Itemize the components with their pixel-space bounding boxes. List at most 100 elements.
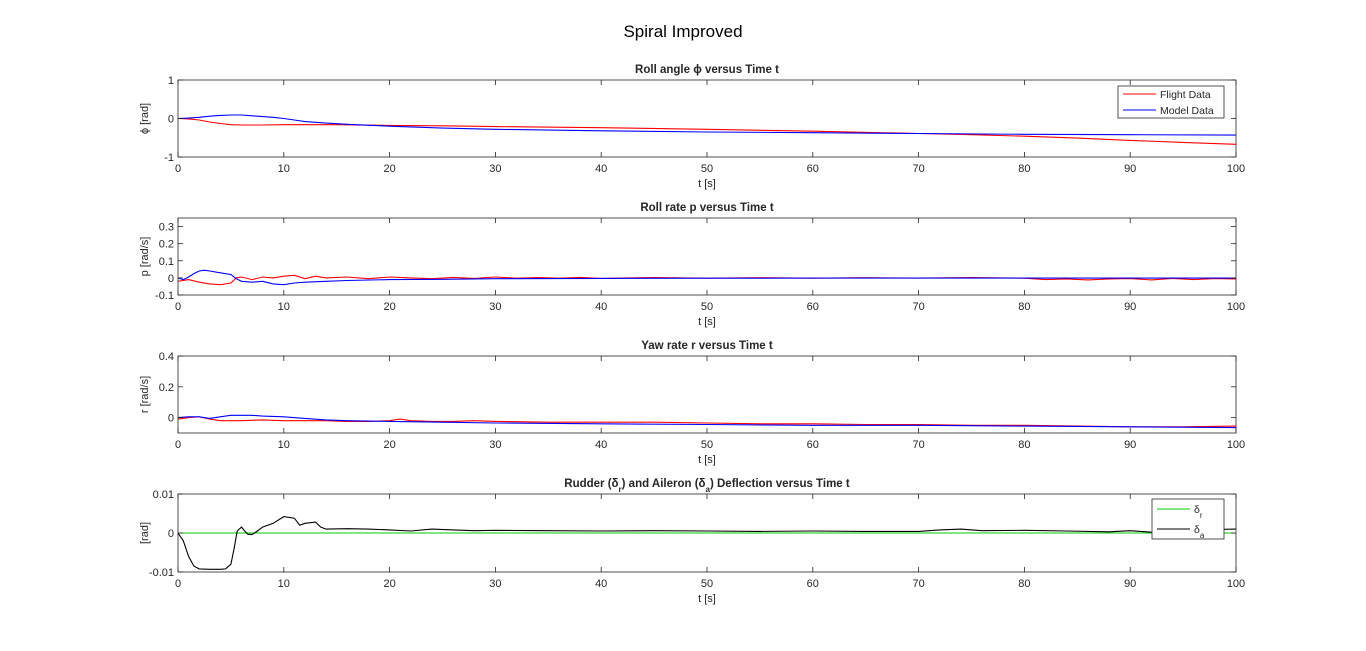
x-axis-label: t [s] (698, 454, 716, 466)
x-tick-label: 20 (383, 301, 395, 313)
subplot-title: Yaw rate r versus Time t (641, 340, 773, 352)
y-axis-label: [rad] (139, 522, 151, 544)
x-tick-label: 70 (912, 301, 924, 313)
x-tick-label: 70 (912, 163, 924, 175)
y-tick-label: 0.2 (159, 239, 174, 251)
x-tick-label: 50 (701, 163, 713, 175)
x-tick-label: 40 (595, 578, 607, 590)
x-tick-label: 90 (1124, 578, 1136, 590)
title-subscript: a (706, 485, 711, 494)
subplot-title: Roll angle ϕ versus Time t (635, 64, 779, 76)
series-line-1 (178, 416, 1236, 428)
x-tick-label: 60 (807, 578, 819, 590)
title-part: Rudder (δ (564, 478, 618, 490)
title-part: ) and Aileron (δ (622, 478, 706, 490)
x-axis-label: t [s] (698, 316, 716, 328)
x-tick-label: 100 (1227, 439, 1245, 451)
x-tick-label: 50 (701, 439, 713, 451)
x-axis-label: t [s] (698, 178, 716, 190)
y-tick-label: 0 (168, 114, 174, 126)
x-tick-label: 40 (595, 301, 607, 313)
y-tick-label: -0.1 (155, 290, 174, 302)
y-tick-label: 0.1 (159, 256, 174, 268)
x-tick-label: 30 (489, 439, 501, 451)
x-tick-label: 60 (807, 301, 819, 313)
y-tick-label: 0.2 (159, 382, 174, 394)
x-tick-label: 70 (912, 578, 924, 590)
x-axis-label: t [s] (698, 593, 716, 605)
series-line-1 (178, 274, 1236, 286)
x-tick-label: 10 (278, 578, 290, 590)
subplot-2: 0 10 20 30 40 50 60 70 80 90 100-0.100.10.20.3t [s… (139, 202, 1245, 328)
y-tick-label: -1 (164, 152, 174, 164)
legend-box (1117, 85, 1225, 119)
x-tick-label: 80 (1018, 578, 1030, 590)
series-line-2 (178, 114, 1236, 136)
subplot-title: Rudder (δr) and Aileron (δa) Deflection … (564, 478, 850, 494)
x-tick-label: 10 (278, 439, 290, 451)
x-tick-label: 0 (175, 578, 181, 590)
y-tick-label: -0.01 (149, 567, 174, 579)
series-line-1 (178, 117, 1236, 145)
y-tick-label: 1 (168, 75, 174, 87)
y-axis-label: ϕ [rad] (139, 103, 151, 134)
x-tick-label: 90 (1124, 163, 1136, 175)
x-tick-label: 40 (595, 163, 607, 175)
x-tick-label: 30 (489, 301, 501, 313)
subplot-3: 0 10 20 30 40 50 60 70 80 90 100 0 0.2 0.4 t [s] r [rad… (139, 340, 1245, 466)
y-tick-label: 0.4 (159, 351, 174, 363)
title-part: ) Deflection versus Time t (710, 478, 850, 490)
x-tick-label: 80 (1018, 439, 1030, 451)
x-tick-label: 10 (278, 163, 290, 175)
series-line-2 (178, 414, 1236, 429)
series-line-2 (178, 516, 1236, 570)
x-tick-label: 100 (1227, 578, 1245, 590)
axes-box (177, 217, 1237, 296)
x-tick-label: 0 (175, 439, 181, 451)
series-line-2 (178, 269, 1236, 286)
legend: Flight Data Model Data (1117, 85, 1225, 119)
x-tick-label: 30 (489, 163, 501, 175)
x-tick-label: 20 (383, 163, 395, 175)
legend-box (1151, 498, 1225, 540)
title-subscript: r (619, 485, 622, 494)
x-tick-label: 10 (278, 301, 290, 313)
y-tick-label: 0 (168, 528, 174, 540)
x-tick-label: 50 (701, 301, 713, 313)
y-tick-label: 0.01 (153, 489, 174, 501)
x-tick-label: 20 (383, 578, 395, 590)
x-tick-label: 90 (1124, 439, 1136, 451)
legend-subscript: r (1200, 511, 1203, 520)
x-tick-label: 20 (383, 439, 395, 451)
x-tick-label: 60 (807, 163, 819, 175)
y-axis-label: p [rad/s] (139, 237, 151, 277)
legend-symbol: δ (1194, 524, 1200, 536)
x-tick-label: 90 (1124, 301, 1136, 313)
legend-entry: Flight Data (1160, 89, 1211, 101)
x-tick-label: 40 (595, 439, 607, 451)
legend-symbol: δ (1194, 504, 1200, 516)
x-tick-label: 80 (1018, 163, 1030, 175)
legend-subscript: a (1200, 531, 1205, 540)
x-tick-label: 50 (701, 578, 713, 590)
subplot-title: Roll rate p versus Time t (640, 202, 774, 214)
y-tick-label: 0 (168, 273, 174, 285)
x-tick-label: 60 (807, 439, 819, 451)
figure-title: Spiral Improved (623, 22, 742, 41)
y-tick-label: 0 (168, 413, 174, 425)
legend-entry: Model Data (1160, 105, 1214, 117)
x-tick-label: 70 (912, 439, 924, 451)
x-tick-label: 0 (175, 301, 181, 313)
x-tick-label: 30 (489, 578, 501, 590)
x-tick-label: 80 (1018, 301, 1030, 313)
axes-box (177, 79, 1237, 158)
y-tick-label: 0.3 (159, 222, 174, 234)
x-tick-label: 100 (1227, 301, 1245, 313)
x-tick-label: 0 (175, 163, 181, 175)
legend-entry: δr (1194, 504, 1203, 520)
